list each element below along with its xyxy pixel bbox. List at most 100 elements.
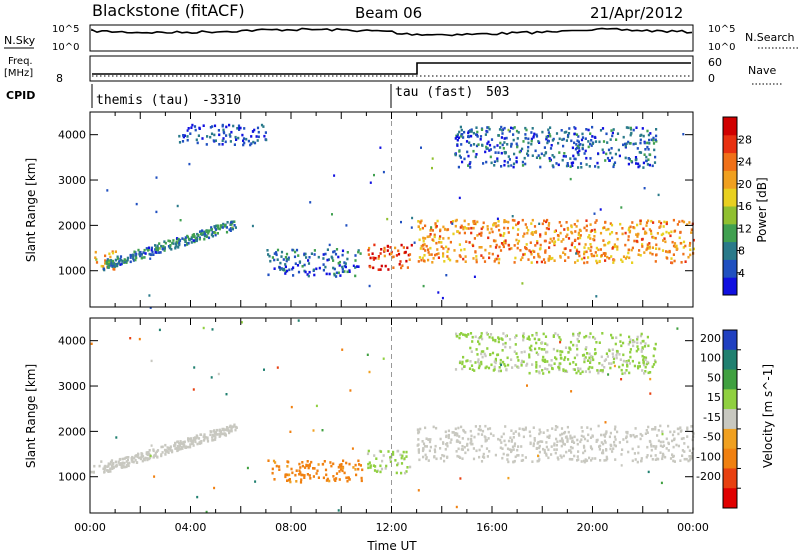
data-cell <box>307 262 311 265</box>
data-cell <box>507 164 510 168</box>
data-cell <box>190 237 193 241</box>
data-cell <box>460 128 463 132</box>
data-cell <box>429 438 432 441</box>
freq-panel-frame <box>89 55 694 82</box>
data-cell <box>548 436 551 439</box>
data-cell <box>512 436 515 439</box>
data-cell <box>479 135 483 138</box>
data-cell <box>464 260 467 263</box>
data-cell <box>627 248 630 252</box>
data-cell <box>637 232 640 236</box>
data-cell <box>235 426 238 429</box>
data-cell <box>387 268 390 271</box>
colorbar-swatch <box>723 206 737 225</box>
data-cell <box>639 134 642 137</box>
data-cell <box>213 225 216 228</box>
data-cell <box>537 154 540 157</box>
data-cell <box>632 226 635 229</box>
data-cell <box>590 139 593 142</box>
data-cell <box>291 471 294 475</box>
data-cell <box>631 459 634 463</box>
data-cell <box>559 454 562 457</box>
data-cell <box>572 441 576 444</box>
data-cell <box>538 347 541 350</box>
data-cell <box>503 163 506 167</box>
data-cell <box>538 247 542 251</box>
data-cell <box>215 428 218 432</box>
data-cell <box>332 462 335 466</box>
data-cell <box>118 260 121 263</box>
data-cell <box>494 338 497 342</box>
data-cell <box>600 254 603 257</box>
data-cell <box>445 274 448 277</box>
data-cell <box>443 459 446 463</box>
data-cell <box>379 470 382 474</box>
data-cell <box>207 229 210 232</box>
data-cell <box>418 256 421 259</box>
data-cell <box>464 431 467 434</box>
data-cell <box>556 425 559 429</box>
data-cell <box>548 256 551 259</box>
data-cell <box>590 229 593 232</box>
data-cell <box>638 361 641 365</box>
colorbar-swatch <box>723 152 737 171</box>
data-cell <box>430 253 433 256</box>
data-cell <box>611 450 614 453</box>
data-cell <box>417 220 420 223</box>
data-cell <box>132 460 135 464</box>
data-cell <box>493 260 496 263</box>
data-cell <box>570 225 573 229</box>
data-cell <box>652 427 655 431</box>
data-cell <box>510 440 513 443</box>
data-cell <box>603 439 606 443</box>
data-cell <box>532 444 535 448</box>
data-cell <box>613 443 616 447</box>
data-cell <box>221 143 224 146</box>
data-cell <box>655 140 658 143</box>
data-cell <box>666 257 669 260</box>
data-cell <box>220 224 223 228</box>
data-cell <box>285 259 288 263</box>
data-cell <box>168 246 171 250</box>
data-cell <box>359 252 362 255</box>
data-cell <box>429 233 432 236</box>
data-cell <box>180 445 183 449</box>
data-cell <box>502 360 505 364</box>
data-cell <box>636 338 639 341</box>
data-cell <box>601 449 605 452</box>
data-cell <box>193 366 196 369</box>
data-cell <box>632 128 635 132</box>
data-cell <box>115 436 118 439</box>
data-cell <box>605 449 608 452</box>
data-cell <box>627 359 630 362</box>
data-cell <box>637 445 640 449</box>
data-cell <box>500 363 503 367</box>
data-cell <box>254 480 257 483</box>
data-cell <box>178 134 181 138</box>
data-cell <box>392 266 395 269</box>
data-cell <box>156 246 159 250</box>
data-cell <box>410 226 413 229</box>
data-cell <box>337 465 340 469</box>
data-cell <box>643 141 646 145</box>
data-cell <box>250 135 253 138</box>
data-cell <box>558 137 561 141</box>
data-cell <box>477 366 481 370</box>
data-cell <box>650 443 653 446</box>
data-cell <box>375 470 379 473</box>
data-cell <box>541 369 544 372</box>
data-cell <box>308 464 311 468</box>
data-cell <box>656 232 659 235</box>
data-cell <box>420 258 423 262</box>
data-cell <box>682 252 685 256</box>
data-cell <box>619 333 622 337</box>
data-cell <box>555 162 558 165</box>
data-cell <box>437 291 440 294</box>
data-cell <box>497 336 500 339</box>
data-cell <box>502 243 505 246</box>
data-cell <box>383 246 386 250</box>
data-cell <box>382 357 385 360</box>
data-cell <box>610 231 614 234</box>
data-cell <box>152 448 155 451</box>
